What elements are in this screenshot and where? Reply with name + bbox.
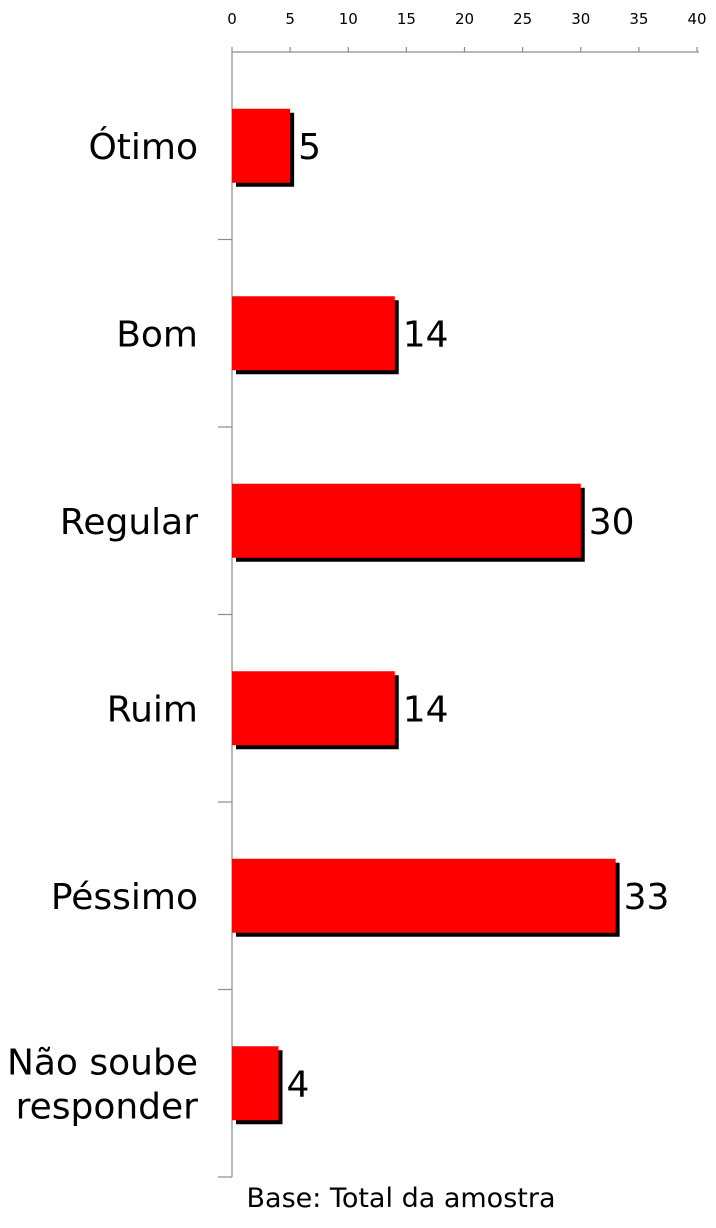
category-label: Não soube responder [7,1042,198,1127]
x-axis: 0 5 10 15 20 25 30 35 40 [227,10,706,28]
category-label: Regular [60,502,198,543]
category-label: Péssimo [51,877,198,918]
axes [218,47,699,1178]
category-label: Bom [116,314,198,355]
bars [232,108,620,1125]
bar [232,1046,279,1121]
bar-value-label: 30 [589,502,635,543]
x-tick-label: 30 [571,10,590,28]
bar-value-label: 4 [287,1064,310,1105]
bar-chart: 0 5 10 15 20 25 30 35 40 5 Ótimo 14 Bom 30 Regular 14 R… [7,10,707,1178]
x-tick-label: 5 [285,10,295,28]
category-label: Ruim [107,689,198,730]
bar-value-label: 33 [624,877,670,918]
category-label: Ótimo [88,126,198,168]
x-tick-label: 35 [629,10,648,28]
bar [232,108,291,183]
x-tick-label: 25 [513,10,532,28]
x-tick-label: 15 [397,10,416,28]
x-tick-label: 10 [339,10,358,28]
bar [232,858,616,933]
bar [232,671,395,746]
bar-value-label: 14 [403,689,449,730]
bar-value-label: 5 [298,127,321,168]
x-tick-label: 40 [687,10,706,28]
bar [232,483,581,558]
x-tick-label: 0 [227,10,237,28]
bar [232,296,395,371]
footnote: Base: Total da amostra [246,1183,556,1214]
bar-value-label: 14 [403,314,449,355]
x-tick-label: 20 [455,10,474,28]
category-labels: 5 Ótimo 14 Bom 30 Regular 14 Ruim 33 Péssimo 4 Não … [7,126,670,1128]
